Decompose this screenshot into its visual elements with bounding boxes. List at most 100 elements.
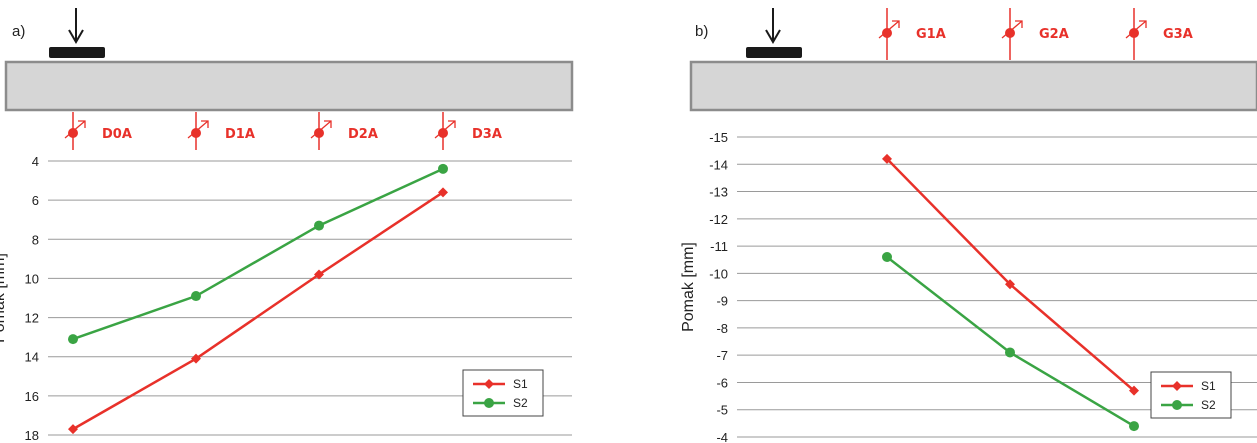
- y-tick-label: -14: [709, 157, 728, 172]
- y-tick-label: -6: [716, 375, 728, 390]
- legend-label: S2: [1201, 398, 1216, 412]
- sensor-arrow-head: [892, 20, 900, 28]
- legend-swatch-marker: [1172, 400, 1182, 410]
- sensor-label: D0A: [102, 127, 132, 142]
- sensor-dot: [68, 128, 78, 138]
- y-axis-title: Pomak [mm]: [680, 242, 697, 332]
- sensor-arrow-head: [324, 120, 332, 128]
- data-point: [68, 424, 78, 435]
- y-tick-label: 12: [25, 311, 39, 326]
- y-tick-label: -12: [709, 212, 728, 227]
- sensor-label: G2A: [1039, 27, 1069, 42]
- sensor-d3a: D3A: [434, 112, 502, 150]
- legend-box: [462, 369, 544, 417]
- sensor-d0a: D0A: [64, 112, 132, 150]
- legend-label: S1: [1201, 379, 1216, 393]
- y-tick-label: -4: [716, 430, 728, 443]
- sensor-arrow: [187, 120, 209, 139]
- slab: [689, 60, 1257, 112]
- y-tick-label: 10: [25, 271, 39, 286]
- sensor-d2a: D2A: [310, 112, 378, 150]
- y-tick-label: -13: [709, 185, 728, 200]
- y-tick-label: -15: [709, 130, 728, 145]
- legend-box: [1150, 371, 1232, 419]
- y-tick-label: -10: [709, 266, 728, 281]
- sensor-arrow: [64, 120, 86, 139]
- sensor-arrow: [878, 20, 900, 39]
- sensor-d1a: D1A: [187, 112, 255, 150]
- data-point: [314, 269, 324, 280]
- y-tick-label: 16: [25, 389, 39, 404]
- y-tick-label: 14: [25, 350, 39, 365]
- y-axis-title: Pomak [mm]: [0, 253, 8, 343]
- sensor-label: D1A: [225, 127, 255, 142]
- legend-swatch-marker: [1172, 381, 1182, 391]
- sensor-g1a: G1A: [878, 8, 946, 60]
- y-tick-label: 6: [32, 193, 39, 208]
- data-point: [68, 334, 78, 345]
- sensor-arrow: [310, 120, 332, 139]
- sensor-dot: [191, 128, 201, 138]
- y-tick-label: -7: [716, 348, 728, 363]
- y-tick-label: -8: [716, 321, 728, 336]
- load-pad: [746, 47, 802, 58]
- sensor-label: G1A: [916, 27, 946, 42]
- y-tick-label: -5: [716, 403, 728, 418]
- legend-label: S1: [513, 377, 528, 391]
- sensor-dot: [438, 128, 448, 138]
- data-point: [438, 163, 448, 174]
- load-arrow-head: [68, 29, 84, 44]
- legend-swatch-marker: [484, 379, 494, 389]
- load-arrow-head: [765, 29, 781, 44]
- sensor-dot: [314, 128, 324, 138]
- sensor-arrow-head: [448, 120, 456, 128]
- sensor-arrow: [1125, 20, 1147, 39]
- sensor-arrow-head: [1139, 20, 1147, 28]
- y-tick-label: 8: [32, 232, 39, 247]
- sensor-label: D3A: [472, 127, 502, 142]
- load-pad: [49, 47, 105, 58]
- series-line: [72, 167, 444, 341]
- series-s2: [882, 252, 1139, 432]
- legend-label: S2: [513, 396, 528, 410]
- data-point: [1129, 421, 1139, 432]
- data-point: [1005, 347, 1015, 358]
- y-tick-label: -11: [710, 239, 728, 254]
- data-point: [191, 291, 201, 302]
- legend-swatch-marker: [484, 398, 494, 408]
- data-point: [882, 252, 892, 262]
- sensor-arrow-head: [201, 120, 209, 128]
- y-tick-labels: 4 6 8 10 12 14 16 18: [25, 154, 39, 443]
- sensor-label: G3A: [1163, 27, 1193, 42]
- data-point: [1129, 385, 1139, 396]
- data-point: [882, 153, 892, 164]
- sensor-dot: [882, 28, 892, 38]
- sensor-g3a: G3A: [1125, 8, 1193, 60]
- sensor-dot: [1129, 28, 1139, 38]
- series-s1: [882, 153, 1139, 396]
- sensor-arrow: [434, 120, 456, 139]
- panel-b: b) G1A G2A G3A -4 -5 -6 -7 -8 -9 -10 -11 -12 -13 -14 -1…: [680, 8, 1257, 443]
- panel-label: a): [12, 23, 25, 40]
- data-point: [1005, 279, 1015, 290]
- sensor-label: D2A: [348, 127, 378, 142]
- series-line: [72, 191, 444, 431]
- data-point: [438, 187, 448, 198]
- sensor-arrow-head: [1015, 20, 1023, 28]
- y-tick-labels: -4 -5 -6 -7 -8 -9 -10 -11 -12 -13 -14 -15: [709, 130, 728, 443]
- y-tick-label: 18: [25, 428, 39, 443]
- y-tick-label: -9: [716, 294, 728, 309]
- series-s1: [68, 187, 448, 435]
- y-tick-label: 4: [32, 154, 39, 169]
- sensor-arrow-head: [78, 120, 86, 128]
- panel-label: b): [695, 23, 708, 40]
- data-point: [314, 220, 324, 231]
- sensor-dot: [1005, 28, 1015, 38]
- sensor-arrow: [1001, 20, 1023, 39]
- sensor-g2a: G2A: [1001, 8, 1069, 60]
- series-s2: [68, 163, 448, 345]
